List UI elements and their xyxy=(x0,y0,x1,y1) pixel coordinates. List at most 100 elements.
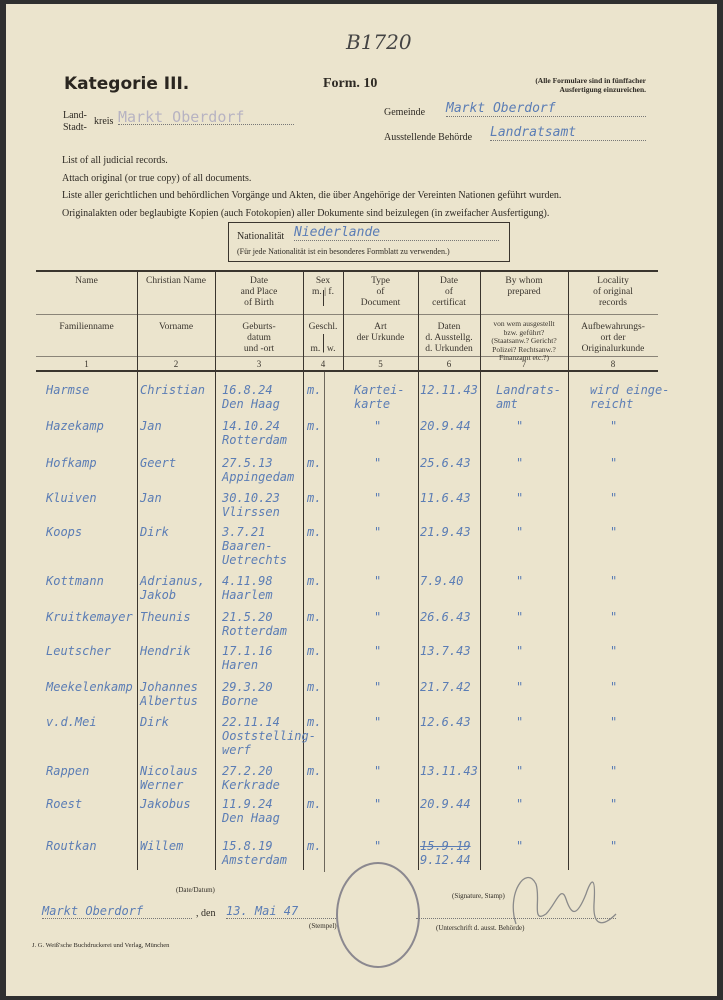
cell-birth: 21.5.20 Rotterdam xyxy=(222,610,288,638)
cell-date: 9.12.44 xyxy=(420,853,471,867)
cell-birth: 22.11.14 Ooststelling- werf xyxy=(222,715,316,757)
column-divider xyxy=(215,270,216,870)
header-bottom-rule xyxy=(36,370,658,372)
column-header-en: Sex m. | f. xyxy=(312,276,334,297)
cell-name: Kruitkemayer xyxy=(46,610,133,624)
place-field: Markt Oberdorf xyxy=(42,904,192,919)
cell-name: Meekelenkamp xyxy=(46,680,133,694)
cell-christian: Jakobus xyxy=(140,797,191,811)
cell-by: " xyxy=(516,839,524,853)
instruction-line: Originalakten oder beglaubigte Kopien (a… xyxy=(62,207,550,219)
column-number: 3 xyxy=(256,359,262,369)
cell-christian: Hendrik xyxy=(140,644,191,658)
cell-date: 13.11.43 xyxy=(420,764,478,778)
cell-type: " xyxy=(374,764,382,778)
cell-sex: m. xyxy=(307,456,322,470)
behoerde-label: Ausstellende Behörde xyxy=(384,132,473,143)
column-header-en: Christian Name xyxy=(146,276,206,286)
column-header-en: By whom prepared xyxy=(505,276,543,297)
label-stadt: Stadt- xyxy=(63,122,87,133)
date-field: 13. Mai 47 xyxy=(226,904,336,919)
sex-column-line xyxy=(324,372,325,872)
archive-number: B1720 xyxy=(346,30,412,54)
cell-date: 13.7.43 xyxy=(420,644,471,658)
cell-locality: " xyxy=(610,525,618,539)
cell-name: Leutscher xyxy=(46,644,112,658)
cell-type: " xyxy=(374,644,382,658)
cell-locality: " xyxy=(610,797,618,811)
cell-date: 12.11.43 xyxy=(420,383,478,397)
submission-note: (Alle Formulare sind in fünffacher Ausfe… xyxy=(535,76,646,94)
label-land: Land- xyxy=(63,110,87,121)
cell-christian: Jan xyxy=(140,491,162,505)
cell-locality: " xyxy=(610,764,618,778)
cell-birth: 27.2.20 Kerkrade xyxy=(222,764,280,792)
den-label: , den xyxy=(196,908,216,919)
signature-line xyxy=(416,918,616,919)
cell-by: " xyxy=(516,419,524,433)
column-header-en: Type of Document xyxy=(360,276,401,308)
header-divider xyxy=(36,314,658,315)
cell-sex: m. xyxy=(307,525,322,539)
sex-divider xyxy=(323,290,324,306)
cell-type: " xyxy=(374,680,382,694)
cell-by: " xyxy=(516,574,524,588)
cell-birth: 11.9.24 Den Haag xyxy=(222,797,280,825)
cell-name: Hofkamp xyxy=(46,456,97,470)
column-header-de: Geschl. m. | w. xyxy=(308,322,338,354)
nationality-note: (Für jede Nationalität ist ein besondere… xyxy=(237,247,450,256)
cell-name: Hazekamp xyxy=(46,419,104,433)
cell-christian: Willem xyxy=(140,839,184,853)
column-header-de: Familienname xyxy=(59,322,114,332)
cell-sex: m. xyxy=(307,419,322,433)
cell-locality: " xyxy=(610,715,618,729)
number-divider xyxy=(36,356,658,357)
cell-name: Kottmann xyxy=(46,574,104,588)
cell-by: " xyxy=(516,456,524,470)
cell-birth: 15.8.19 Amsterdam xyxy=(222,839,288,867)
cell-birth: 16.8.24 Den Haag xyxy=(222,383,280,411)
sex-divider xyxy=(323,334,324,352)
cell-date-struck: 15.9.19 xyxy=(420,839,471,853)
category-title: Kategorie III. xyxy=(64,74,190,94)
column-divider xyxy=(418,270,419,870)
column-header-de: Aufbewahrungs- ort der Originalurkunde xyxy=(581,322,645,354)
landkreis-field: Markt Oberdorf xyxy=(118,110,294,125)
cell-type: " xyxy=(374,525,382,539)
official-stamp xyxy=(336,862,420,968)
column-divider xyxy=(303,270,304,870)
column-header-en: Name xyxy=(75,276,98,286)
instructions: List of all judicial records. Attach ori… xyxy=(62,152,561,222)
column-header-de: Geburts- datum und -ort xyxy=(242,322,276,354)
cell-name: Koops xyxy=(46,525,83,539)
gemeinde-label: Gemeinde xyxy=(384,107,426,118)
instruction-line: Liste aller gerichtlichen und behördlich… xyxy=(62,190,562,201)
form-number: Form. 10 xyxy=(323,76,378,91)
cell-birth: 29.3.20 Borne xyxy=(222,680,273,708)
column-header-de: Daten d. Ausstellg. d. Urkunden xyxy=(425,322,473,354)
column-number: 4 xyxy=(320,359,326,369)
cell-sex: m. xyxy=(307,680,322,694)
cell-sex: m. xyxy=(307,383,322,397)
cell-locality: " xyxy=(610,610,618,624)
column-number: 5 xyxy=(378,359,383,369)
cell-christian: Geert xyxy=(140,456,177,470)
cell-name: Harmse xyxy=(46,383,90,397)
column-header-de: Vorname xyxy=(158,322,194,332)
signature-label: (Signature, Stamp) xyxy=(452,892,505,900)
column-header-en: Locality of original records xyxy=(593,276,633,308)
cell-sex: m. xyxy=(307,491,322,505)
cell-name: Roest xyxy=(46,797,83,811)
cell-date: 26.6.43 xyxy=(420,610,471,624)
stamp-label: (Stempel) xyxy=(309,922,337,930)
cell-by: " xyxy=(516,610,524,624)
cell-christian: Dirk xyxy=(140,525,169,539)
cell-date: 20.9.44 xyxy=(420,419,471,433)
cell-birth: 30.10.23 Vlirssen xyxy=(222,491,280,519)
handwritten-signature xyxy=(512,876,617,925)
column-divider xyxy=(343,270,344,370)
cell-birth: 14.10.24 Rotterdam xyxy=(222,419,288,447)
cell-sex: m. xyxy=(307,797,322,811)
cell-by: Landrats- amt xyxy=(496,383,562,411)
cell-christian: Nicolaus Werner xyxy=(140,764,198,792)
